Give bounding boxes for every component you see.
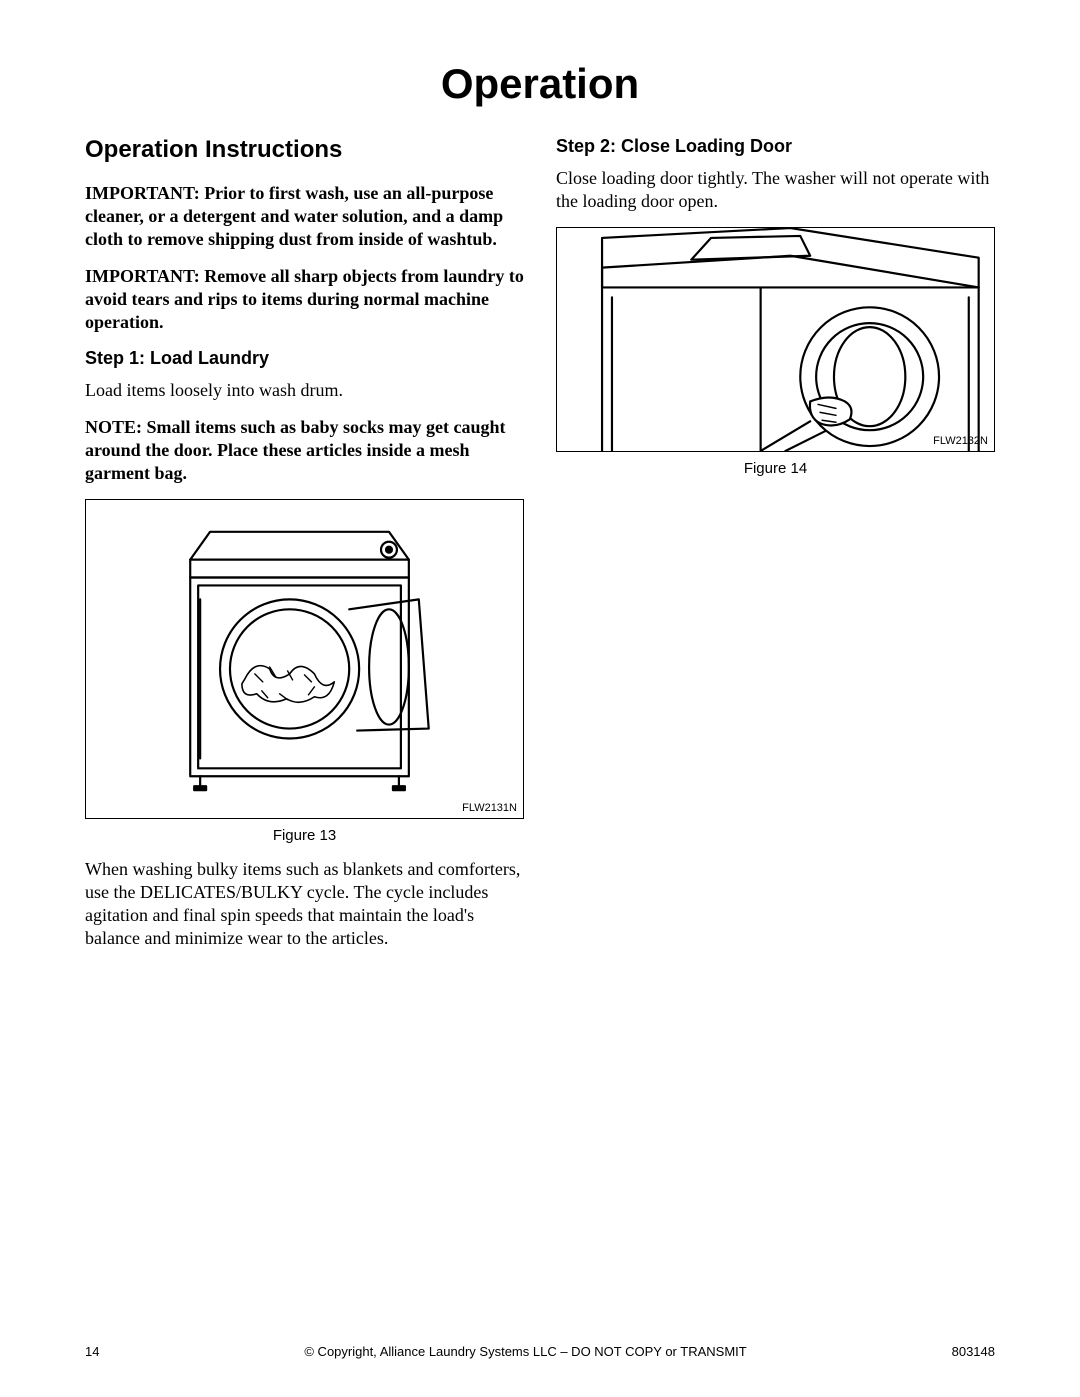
important-note-2: IMPORTANT: Remove all sharp objects from… — [85, 265, 524, 334]
step-1-post-figure-text: When washing bulky items such as blanket… — [85, 858, 524, 950]
figure-13-caption: Figure 13 — [85, 827, 524, 844]
washer-load-illustration — [86, 500, 523, 818]
figure-14-caption: Figure 14 — [556, 460, 995, 477]
step-2-text: Close loading door tightly. The washer w… — [556, 167, 995, 213]
page-number: 14 — [85, 1344, 99, 1359]
figure-14-box: FLW2132N — [556, 227, 995, 452]
document-page: Operation Operation Instructions IMPORTA… — [0, 0, 1080, 1397]
figure-13-id: FLW2131N — [462, 802, 517, 814]
section-heading: Operation Instructions — [85, 136, 524, 164]
step-1-heading: Step 1: Load Laundry — [85, 348, 524, 369]
figure-14-id: FLW2132N — [933, 435, 988, 447]
document-id: 803148 — [952, 1344, 995, 1359]
page-title: Operation — [85, 60, 995, 108]
figure-13-box: FLW2131N — [85, 499, 524, 819]
right-column: Step 2: Close Loading Door Close loading… — [556, 136, 995, 964]
copyright-text: © Copyright, Alliance Laundry Systems LL… — [99, 1344, 951, 1359]
page-footer: 14 © Copyright, Alliance Laundry Systems… — [85, 1344, 995, 1359]
important-note-1: IMPORTANT: Prior to first wash, use an a… — [85, 182, 524, 251]
note-small-items: NOTE: Small items such as baby socks may… — [85, 416, 524, 485]
washer-close-door-illustration — [557, 228, 994, 451]
left-column: Operation Instructions IMPORTANT: Prior … — [85, 136, 524, 964]
two-column-layout: Operation Instructions IMPORTANT: Prior … — [85, 136, 995, 964]
step-1-text: Load items loosely into wash drum. — [85, 379, 524, 402]
step-2-heading: Step 2: Close Loading Door — [556, 136, 995, 157]
